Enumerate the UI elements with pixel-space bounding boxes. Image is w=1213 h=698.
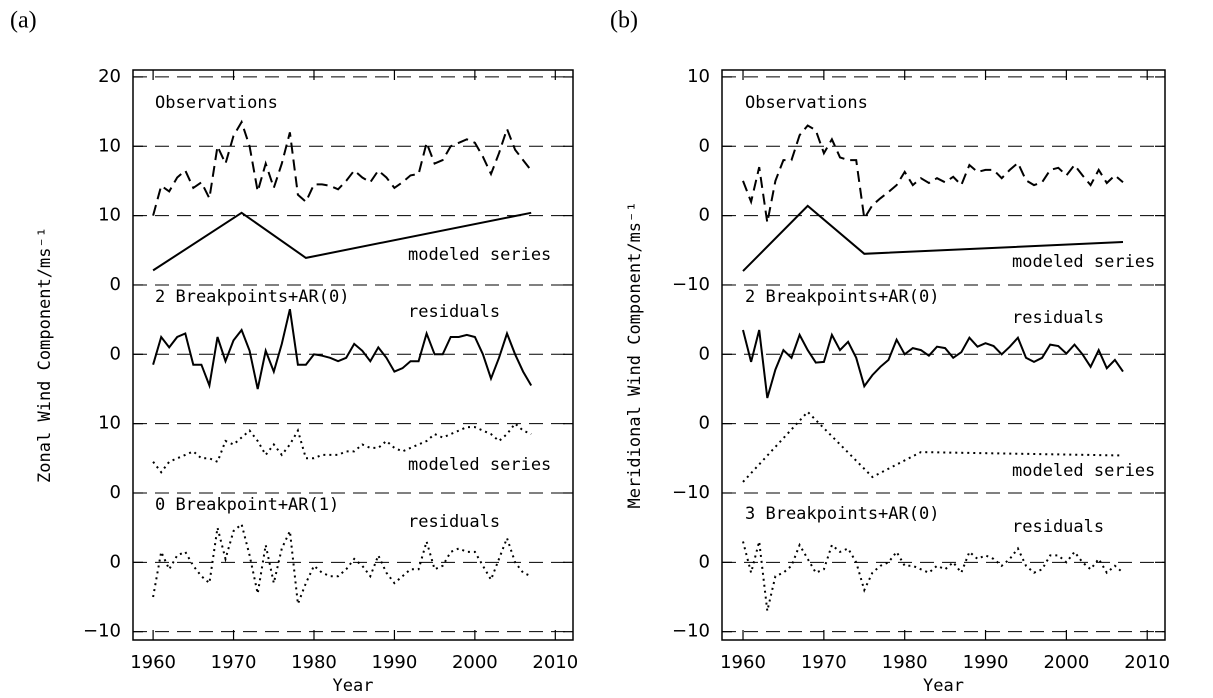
x-tick-label: 1980 bbox=[882, 652, 928, 673]
y-tick-label: 0 bbox=[699, 551, 710, 572]
y-axis-label: Meridional Wind Component/ms⁻¹ bbox=[625, 201, 645, 508]
panel-label: (a) bbox=[10, 8, 37, 34]
annotation: 3 Breakpoints+AR(0) bbox=[745, 504, 939, 524]
annotation: residuals bbox=[408, 512, 500, 532]
x-tick-label: 1960 bbox=[720, 652, 766, 673]
x-tick-label: 2000 bbox=[1043, 652, 1089, 673]
x-tick-label: 1980 bbox=[291, 652, 337, 673]
y-tick-label: 0 bbox=[699, 343, 710, 364]
data-line bbox=[742, 124, 1124, 223]
y-tick-label: 0 bbox=[699, 135, 710, 156]
y-tick-label: 10 bbox=[98, 135, 121, 156]
x-tick-label: 2010 bbox=[1124, 652, 1170, 673]
y-tick-label: −10 bbox=[672, 274, 710, 295]
annotation: residuals bbox=[408, 302, 500, 322]
annotation: modeled series bbox=[1012, 252, 1155, 272]
y-tick-label: 0 bbox=[699, 205, 710, 226]
annotation: Observations bbox=[745, 93, 868, 113]
data-line bbox=[742, 410, 1124, 483]
data-line bbox=[152, 211, 532, 272]
annotation: residuals bbox=[1012, 308, 1104, 328]
y-tick-label: 10 bbox=[98, 205, 121, 226]
x-tick-label: 1990 bbox=[963, 652, 1009, 673]
x-tick-label: 1970 bbox=[801, 652, 847, 673]
annotation: modeled series bbox=[1012, 461, 1155, 481]
x-tick-label: 1960 bbox=[130, 652, 176, 673]
annotation: 0 Breakpoint+AR(1) bbox=[155, 495, 339, 515]
annotation: modeled series bbox=[408, 455, 551, 475]
data-line bbox=[152, 422, 532, 474]
x-tick-label: 2000 bbox=[452, 652, 498, 673]
data-line bbox=[742, 204, 1124, 272]
annotation: 2 Breakpoints+AR(0) bbox=[745, 287, 939, 307]
y-tick-label: 0 bbox=[110, 274, 121, 295]
plot-frame bbox=[721, 69, 1166, 641]
data-line bbox=[742, 541, 1124, 612]
annotation: residuals bbox=[1012, 517, 1104, 537]
x-axis-label: Year bbox=[333, 676, 374, 696]
y-tick-label: 0 bbox=[699, 413, 710, 434]
x-axis-label: Year bbox=[923, 676, 964, 696]
y-tick-label: 0 bbox=[110, 482, 121, 503]
annotation: 2 Breakpoints+AR(0) bbox=[155, 287, 349, 307]
y-tick-label: 0 bbox=[110, 551, 121, 572]
annotation: Observations bbox=[155, 93, 278, 113]
x-tick-label: 2010 bbox=[532, 652, 578, 673]
data-line bbox=[152, 522, 532, 605]
annotation: modeled series bbox=[408, 245, 551, 265]
y-tick-label: −10 bbox=[672, 621, 710, 642]
panel-label: (b) bbox=[610, 8, 638, 34]
y-tick-label: −10 bbox=[83, 621, 121, 642]
y-tick-label: −10 bbox=[672, 482, 710, 503]
x-tick-label: 1990 bbox=[372, 652, 418, 673]
y-tick-label: 20 bbox=[98, 66, 121, 87]
y-tick-label: 0 bbox=[110, 343, 121, 364]
y-tick-label: 10 bbox=[98, 413, 121, 434]
x-tick-label: 1970 bbox=[211, 652, 257, 673]
data-line bbox=[152, 119, 532, 216]
y-axis-label: Zonal Wind Component/ms⁻¹ bbox=[35, 227, 55, 483]
plot-frame bbox=[132, 69, 574, 641]
y-tick-label: 10 bbox=[687, 66, 710, 87]
data-line bbox=[742, 329, 1124, 399]
data-line bbox=[152, 308, 533, 390]
